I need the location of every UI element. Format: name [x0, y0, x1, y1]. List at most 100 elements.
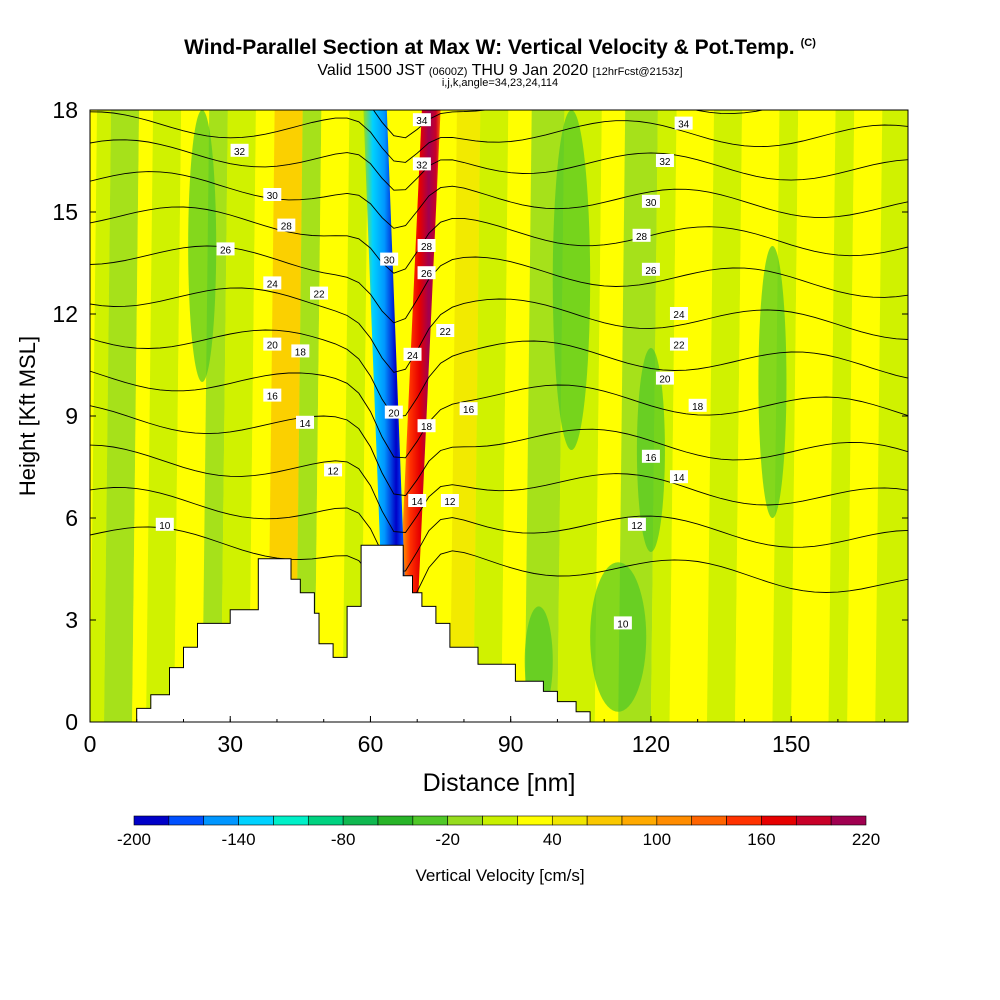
colorbar-swatch [307, 815, 344, 826]
colorbar-tick-label: 160 [747, 830, 775, 849]
field-band [473, 110, 509, 722]
contour-label-box [632, 228, 651, 242]
contour-label-box [324, 463, 343, 477]
field-band [847, 110, 883, 722]
contour-label-box [403, 347, 422, 361]
contour-label: 20 [388, 409, 400, 420]
theta-contours [90, 110, 908, 618]
colorbar-swatch [795, 815, 832, 826]
contour-label-box [440, 494, 459, 507]
field-band [146, 110, 182, 722]
contour-label-box [380, 252, 399, 266]
field-band [501, 110, 532, 722]
colorbar-swatch [447, 815, 483, 826]
contour-label: 22 [313, 290, 325, 301]
contour-label-box [627, 517, 646, 531]
chart-title-text: Wind-Parallel Section at Max W: Vertical… [184, 36, 795, 59]
field-patch [590, 562, 647, 712]
field-band [449, 110, 481, 722]
theta-contour-28 [90, 171, 908, 229]
contour-label: 22 [440, 327, 452, 338]
chart-title: Wind-Parallel Section at Max W: Vertical… [0, 36, 1000, 60]
field-band [669, 110, 715, 722]
contour-label-box [263, 276, 282, 290]
contour-label: 14 [299, 419, 311, 430]
contour-label: 18 [692, 402, 704, 413]
contour-label-box [384, 405, 403, 419]
contour-label: 26 [421, 269, 433, 280]
contour-label-box [613, 616, 632, 630]
contour-label: 12 [328, 466, 340, 477]
colorbar-swatch [551, 815, 588, 826]
contour-label-box [417, 266, 436, 280]
contour-label: 24 [673, 310, 685, 321]
contour-label-box [412, 113, 431, 127]
colorbar-tick-label: 40 [543, 830, 562, 849]
contour-label-box [655, 371, 674, 385]
contour-label: 30 [267, 191, 279, 202]
theta-contour-20 [90, 329, 908, 418]
x-tick-label: 120 [632, 731, 670, 757]
contour-label: 12 [631, 521, 643, 532]
colorbar-tick-label: -200 [117, 830, 151, 849]
contour-label: 26 [645, 266, 657, 277]
contour-label-box [417, 419, 436, 433]
theta-contour-18 [90, 370, 908, 459]
colorbar-tick-label: -80 [331, 830, 356, 849]
theta-contour-30 [90, 139, 908, 191]
colorbar: -200 -140 -80 -20 40 100 160 220 [117, 815, 880, 849]
contour-label-box [674, 116, 693, 130]
x-tick-label: 150 [772, 731, 810, 757]
contour-label: 28 [421, 242, 433, 253]
x-tick-label: 90 [498, 731, 524, 757]
contour-label-box [216, 242, 235, 256]
contour-label-box [408, 494, 427, 507]
colorbar-tick-label: -140 [222, 830, 256, 849]
x-tick-label: 0 [84, 731, 97, 757]
y-tick-label: 12 [52, 301, 78, 327]
colorbar-swatch [238, 815, 274, 826]
velocity-field [90, 110, 908, 722]
theta-contour-10 [90, 526, 908, 618]
colorbar-swatch [830, 815, 867, 826]
colorbar-swatch [203, 815, 239, 826]
field-band [132, 110, 154, 722]
theta-contour-32 [90, 111, 908, 163]
contour-label: 30 [645, 198, 657, 209]
field-band [314, 110, 350, 722]
contour-label-box [669, 307, 688, 320]
contour-label: 20 [659, 375, 671, 386]
colorbar-swatch [168, 815, 205, 826]
theta-contour-12 [90, 487, 908, 573]
contour-label-box [655, 154, 674, 167]
colorbar-swatch [482, 815, 518, 826]
contour-label-box [263, 337, 282, 351]
colorbar-tick-label: -20 [435, 830, 460, 849]
contour-label-box [296, 415, 315, 429]
contour-label-box [669, 470, 688, 484]
updraft-core [393, 110, 441, 722]
contour-label-box [155, 517, 174, 531]
copyright-mark: (C) [800, 37, 816, 49]
colorbar-tick-label: 220 [852, 830, 880, 849]
contour-label: 16 [267, 392, 279, 403]
contour-label-box [291, 344, 310, 358]
contour-label: 24 [407, 351, 419, 362]
contour-label-box [641, 194, 660, 208]
contour-label: 10 [617, 619, 629, 630]
contour-label-box [412, 157, 431, 171]
theta-contour-14 [90, 444, 908, 533]
y-tick-label: 6 [65, 505, 78, 531]
contour-label-box [277, 218, 296, 232]
colorbar-swatch [656, 815, 693, 826]
terrain-profile [90, 544, 908, 723]
contour-label: 28 [636, 232, 648, 243]
contour-label-box [230, 143, 249, 157]
colorbar-swatch [517, 815, 553, 826]
colorbar-swatch [761, 815, 797, 826]
contour-label: 14 [412, 497, 424, 508]
y-tick-label: 0 [65, 709, 78, 735]
contour-label-box [436, 324, 455, 337]
contour-label: 28 [281, 222, 293, 233]
